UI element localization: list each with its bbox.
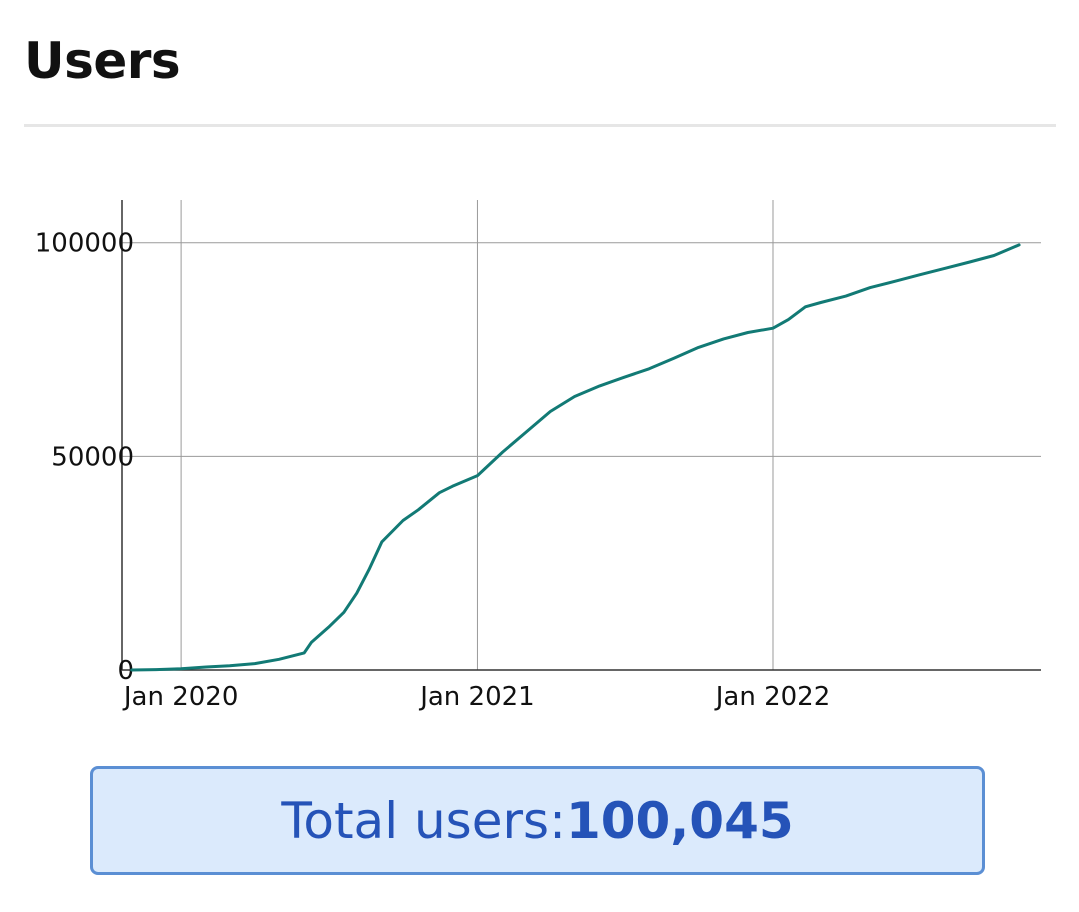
users-series-line — [130, 243, 1021, 672]
total-users-box: Total users: 100,045 — [90, 766, 985, 875]
series-layer — [130, 243, 1021, 672]
chart-axes — [121, 200, 1041, 671]
x-tick-label: Jan 2022 — [714, 682, 831, 712]
y-tick-label: 0 — [117, 656, 134, 686]
total-users-label: Total users: — [281, 791, 566, 850]
page-title: Users — [24, 32, 181, 90]
tick-labels: 0 50000 100000 Jan 2020 Jan 2021 Jan 2022 — [35, 229, 831, 712]
grid-lines — [122, 200, 1041, 671]
x-tick-label: Jan 2021 — [418, 682, 535, 712]
y-tick-label: 100000 — [35, 229, 134, 259]
total-users-value: 100,045 — [565, 791, 794, 850]
x-tick-label: Jan 2020 — [122, 682, 239, 712]
y-tick-label: 50000 — [51, 442, 134, 472]
title-divider — [24, 124, 1056, 127]
